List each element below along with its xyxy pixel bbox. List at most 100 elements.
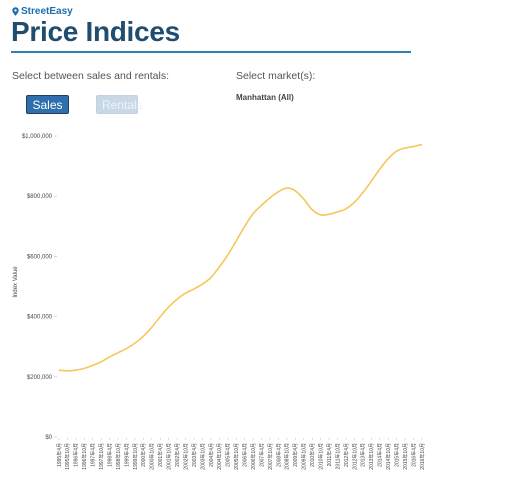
market-prompt: Select market(s): xyxy=(236,70,316,82)
data-point[interactable] xyxy=(83,367,86,370)
y-tick-label: $0 xyxy=(45,435,52,441)
data-point[interactable] xyxy=(285,186,288,189)
y-tick-label: $400,000 xyxy=(27,315,53,321)
x-tick-label: 2006年10月 xyxy=(250,443,257,470)
data-point[interactable] xyxy=(57,369,60,372)
data-point[interactable] xyxy=(192,287,195,290)
x-tick-label: 2006年4月 xyxy=(242,443,249,467)
x-axis: 1995年4月 1995年10月 1996年4月 1996年10月 1997年4月 199… xyxy=(56,438,426,470)
data-point[interactable] xyxy=(302,198,305,201)
y-tick-label: $200,000 xyxy=(27,375,53,381)
x-tick-label: 1999年4月 xyxy=(123,443,130,467)
data-point[interactable] xyxy=(370,180,373,183)
x-tick-label: 1999年10月 xyxy=(132,443,139,470)
x-tick-label: 1997年10月 xyxy=(98,443,105,470)
data-point[interactable] xyxy=(378,168,381,171)
x-tick-label: 2009年10月 xyxy=(301,443,308,470)
x-tick-label: 2003年10月 xyxy=(199,443,206,470)
data-point[interactable] xyxy=(268,196,271,199)
y-axis: $0 $200,000 $400,000 $600,000 $800,000 $1,000… xyxy=(22,134,57,441)
data-point[interactable] xyxy=(277,190,280,193)
x-tick-label: 2000年10月 xyxy=(149,443,156,470)
x-tick-label: 2004年4月 xyxy=(208,443,215,467)
x-tick-label: 2007年10月 xyxy=(267,443,274,470)
x-tick-label: 2014年4月 xyxy=(377,443,384,467)
data-point[interactable] xyxy=(243,225,246,228)
x-tick-label: 2003年4月 xyxy=(191,443,198,467)
data-point[interactable] xyxy=(395,149,398,152)
x-tick-label: 2001年4月 xyxy=(157,443,164,467)
series-group xyxy=(57,143,423,372)
title-divider xyxy=(11,51,411,53)
x-tick-label: 2000年4月 xyxy=(140,443,147,467)
x-tick-label: 2011年4月 xyxy=(326,443,333,467)
data-point[interactable] xyxy=(361,191,364,194)
data-point[interactable] xyxy=(311,208,314,211)
data-point[interactable] xyxy=(201,282,204,285)
data-point[interactable] xyxy=(226,253,229,256)
data-point[interactable] xyxy=(167,305,170,308)
x-tick-label: 2016年4月 xyxy=(410,443,417,467)
data-point[interactable] xyxy=(319,213,322,216)
data-point[interactable] xyxy=(142,335,145,338)
data-point[interactable] xyxy=(91,364,94,367)
series-line xyxy=(58,143,423,372)
x-tick-label: 2013年4月 xyxy=(360,443,367,467)
brand-logo[interactable]: StreetEasy xyxy=(12,6,73,17)
data-point[interactable] xyxy=(404,146,407,149)
sales-button[interactable]: Sales xyxy=(26,95,69,114)
page-title: Price Indices xyxy=(11,16,180,47)
data-point[interactable] xyxy=(328,213,331,216)
x-tick-label: 1995年10月 xyxy=(64,443,71,470)
x-tick-label: 1998年10月 xyxy=(115,443,122,470)
data-point[interactable] xyxy=(108,355,111,358)
x-tick-label: 2011年10月 xyxy=(334,443,341,469)
x-tick-label: 1997年4月 xyxy=(90,443,97,467)
data-point[interactable] xyxy=(387,157,390,160)
data-point[interactable] xyxy=(353,201,356,204)
x-tick-label: 2015年10月 xyxy=(402,443,409,470)
data-point[interactable] xyxy=(176,298,179,301)
data-point[interactable] xyxy=(159,315,162,318)
x-tick-label: 1996年4月 xyxy=(73,443,80,467)
data-point[interactable] xyxy=(235,239,238,242)
data-point[interactable] xyxy=(74,369,77,372)
data-point[interactable] xyxy=(260,204,263,207)
data-point[interactable] xyxy=(100,360,103,363)
x-tick-label: 2002年4月 xyxy=(174,443,181,467)
data-point[interactable] xyxy=(344,207,347,210)
x-tick-label: 2016年10月 xyxy=(419,443,426,470)
data-point[interactable] xyxy=(412,145,415,148)
x-tick-label: 1995年4月 xyxy=(56,443,63,467)
data-point[interactable] xyxy=(116,351,119,354)
data-point[interactable] xyxy=(294,189,297,192)
data-point[interactable] xyxy=(125,347,128,350)
brand-name: StreetEasy xyxy=(21,6,73,17)
x-tick-label: 2010年10月 xyxy=(317,443,324,470)
y-axis-label: Index Value xyxy=(13,266,19,298)
x-tick-label: 2008年10月 xyxy=(284,443,291,470)
x-tick-label: 2010年4月 xyxy=(309,443,316,467)
data-point[interactable] xyxy=(420,143,423,146)
x-tick-label: 2015年4月 xyxy=(393,443,400,467)
x-tick-label: 2007年4月 xyxy=(258,443,265,467)
rentals-button[interactable]: Rentals xyxy=(96,95,143,114)
data-point[interactable] xyxy=(209,276,212,279)
data-point[interactable] xyxy=(150,326,153,329)
market-selector[interactable]: Manhattan (All) xyxy=(236,93,294,102)
x-tick-label: 2012年4月 xyxy=(343,443,350,467)
x-tick-label: 2002年10月 xyxy=(182,443,189,470)
sales-rentals-prompt: Select between sales and rentals: xyxy=(12,70,170,82)
data-point[interactable] xyxy=(218,265,221,268)
y-tick-label: $800,000 xyxy=(27,194,53,200)
x-tick-label: 2013年10月 xyxy=(368,443,375,470)
data-point[interactable] xyxy=(252,212,255,215)
data-point[interactable] xyxy=(184,292,187,295)
y-tick-label: $600,000 xyxy=(27,254,53,260)
data-point[interactable] xyxy=(336,210,339,213)
data-point[interactable] xyxy=(133,341,136,344)
x-tick-label: 2005年4月 xyxy=(225,443,232,467)
data-point[interactable] xyxy=(66,369,69,372)
x-tick-label: 2012年10月 xyxy=(351,443,358,470)
